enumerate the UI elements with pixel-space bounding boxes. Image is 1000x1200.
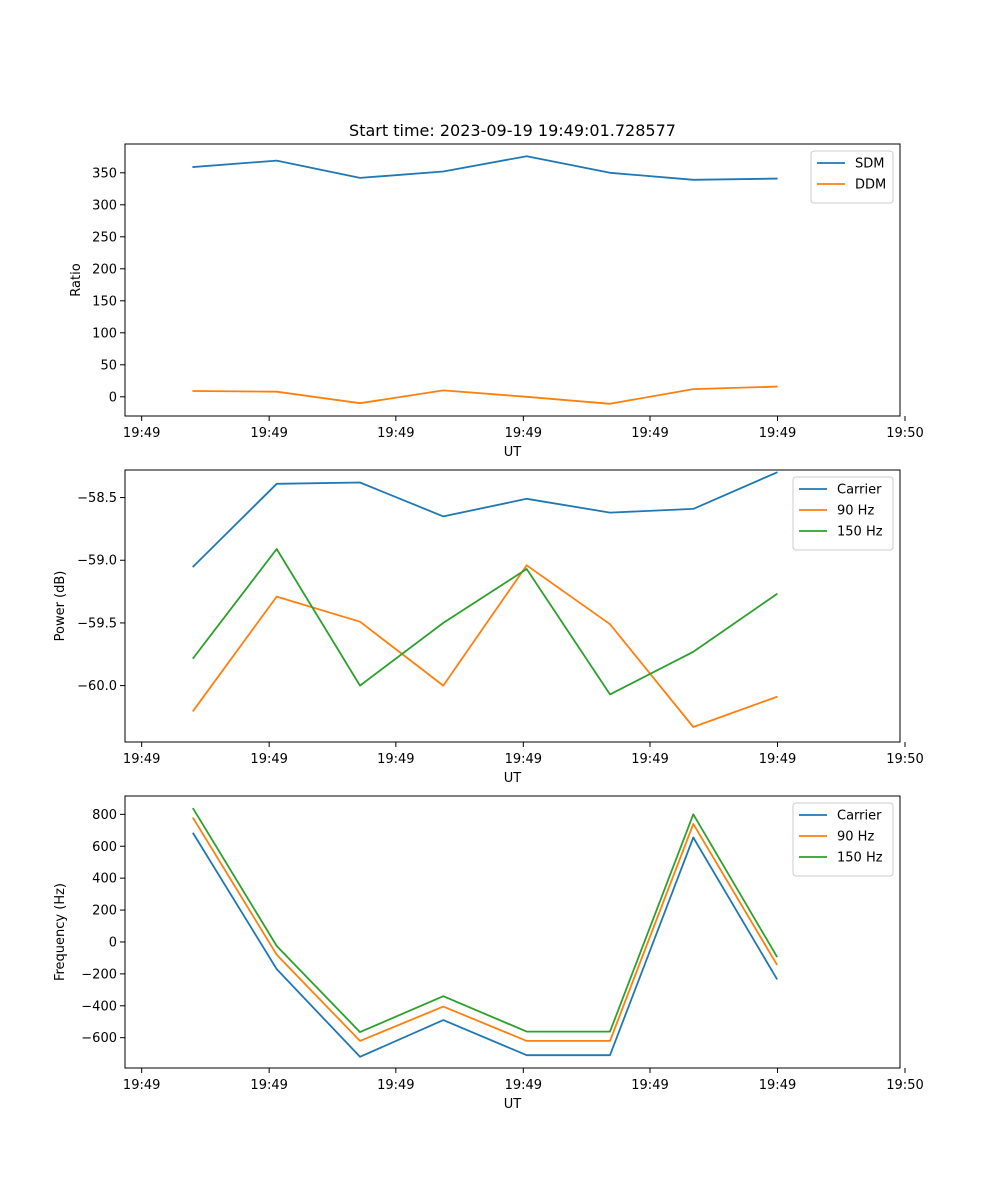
x-tick-label: 19:50 <box>886 752 923 767</box>
y-tick-label: 150 <box>92 294 117 309</box>
legend-box <box>810 150 894 204</box>
legend-label: DDM <box>855 178 886 193</box>
y-tick-label: −59.0 <box>77 554 117 569</box>
x-tick-label: 19:49 <box>123 426 160 441</box>
x-tick-label: 19:49 <box>250 752 287 767</box>
y-tick-label: 200 <box>92 262 117 277</box>
series-line-150-hz <box>192 548 778 696</box>
plot-area-frame <box>124 469 901 743</box>
x-tick-label: 19:50 <box>886 426 923 441</box>
x-axis-title: UT <box>504 445 522 460</box>
plot-area-frame <box>124 143 901 417</box>
legend: SDM DDM <box>810 150 894 204</box>
legend-label: 150 Hz <box>837 525 883 540</box>
x-tick-label: 19:49 <box>377 426 414 441</box>
x-tick-label: 19:50 <box>886 1078 923 1093</box>
y-axis-title: Frequency (Hz) <box>53 883 68 981</box>
y-tick-label: 250 <box>92 230 117 245</box>
y-tick-label: 50 <box>100 358 117 373</box>
y-axis-title: Ratio <box>69 263 84 296</box>
y-tick-label: 400 <box>92 872 117 887</box>
legend: Carrier 90 Hz 150 Hz <box>792 476 894 551</box>
x-tick-label: 19:49 <box>123 1078 160 1093</box>
y-tick-label: −600 <box>81 1031 117 1046</box>
y-tick-label: 0 <box>109 390 117 405</box>
y-axis-title: Power (dB) <box>53 571 68 642</box>
y-tick-label: 350 <box>92 166 117 181</box>
y-tick-label: −60.0 <box>77 679 117 694</box>
x-tick-label: 19:49 <box>505 752 542 767</box>
x-tick-label: 19:49 <box>759 1078 796 1093</box>
y-tick-label: −58.5 <box>77 491 117 506</box>
series-line-150-hz <box>192 807 778 1033</box>
y-tick-label: 0 <box>109 935 117 950</box>
legend-label: 90 Hz <box>837 504 874 519</box>
x-tick-label: 19:49 <box>759 752 796 767</box>
x-axis-title: UT <box>504 771 522 786</box>
series-line-90-hz <box>192 817 778 1042</box>
series-line-carrier <box>192 471 778 568</box>
x-tick-label: 19:49 <box>631 752 668 767</box>
series-line-sdm <box>192 155 778 181</box>
legend: Carrier 90 Hz 150 Hz <box>792 802 894 877</box>
x-tick-label: 19:49 <box>250 1078 287 1093</box>
y-tick-label: 300 <box>92 198 117 213</box>
x-tick-label: 19:49 <box>759 426 796 441</box>
x-tick-label: 19:49 <box>250 426 287 441</box>
x-axis-title: UT <box>504 1097 522 1112</box>
legend-label: Carrier <box>837 809 882 824</box>
figure-title: Start time: 2023-09-19 19:49:01.728577 <box>349 121 676 140</box>
y-tick-label: 600 <box>92 840 117 855</box>
x-tick-label: 19:49 <box>123 752 160 767</box>
y-tick-label: −400 <box>81 999 117 1014</box>
x-tick-label: 19:49 <box>631 426 668 441</box>
panel-3: 19:49 19:49 19:49 19:49 19:49 19:49 19:50 −600 −… <box>53 795 924 1112</box>
legend-label: 150 Hz <box>837 851 883 866</box>
x-tick-label: 19:49 <box>377 752 414 767</box>
plot-area-frame <box>124 795 901 1069</box>
series-line-90-hz <box>192 564 778 728</box>
legend-label: SDM <box>855 157 884 172</box>
legend-label: 90 Hz <box>837 830 874 845</box>
series-line-ddm <box>192 385 778 405</box>
y-tick-label: 100 <box>92 326 117 341</box>
y-tick-label: 800 <box>92 808 117 823</box>
x-tick-label: 19:49 <box>505 1078 542 1093</box>
panel-2: 19:49 19:49 19:49 19:49 19:49 19:49 19:50 −60.0… <box>53 469 924 786</box>
panel-1: 19:49 19:49 19:49 19:49 19:49 19:49 19:50 0 50 10… <box>69 143 924 460</box>
y-tick-label: −200 <box>81 967 117 982</box>
y-tick-label: 200 <box>92 904 117 919</box>
x-tick-label: 19:49 <box>505 426 542 441</box>
legend-label: Carrier <box>837 483 882 498</box>
series-line-carrier <box>192 832 778 1058</box>
panels: 19:49 19:49 19:49 19:49 19:49 19:49 19:50 0 50 10… <box>53 143 924 1112</box>
y-tick-label: −59.5 <box>77 616 117 631</box>
x-tick-label: 19:49 <box>377 1078 414 1093</box>
x-tick-label: 19:49 <box>631 1078 668 1093</box>
